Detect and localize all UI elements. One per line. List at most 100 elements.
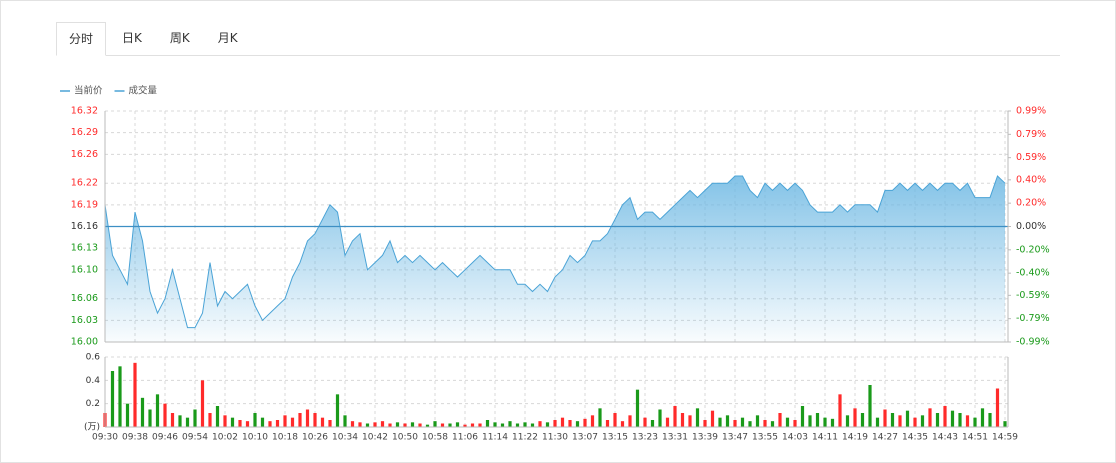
volume-bar [260, 417, 265, 427]
volume-bar [590, 415, 595, 427]
volume-bar [725, 415, 730, 427]
y2-tick-label: 0.99% [1016, 106, 1046, 117]
volume-bar [605, 420, 610, 427]
volume-bar [808, 415, 812, 427]
volume-bar [575, 421, 580, 427]
volume-bar [860, 413, 865, 427]
y-tick-label: 0.4 [86, 376, 101, 386]
volume-bar [433, 421, 437, 427]
x-tick-label: 14:51 [962, 433, 988, 443]
volume-bar [928, 408, 932, 427]
price-line [104, 175, 1006, 329]
volume-bar [868, 385, 872, 427]
volume-bar [223, 415, 227, 427]
volume-bar [245, 421, 250, 427]
volume-bar [470, 423, 475, 427]
tab-bar: 分时 日K 周K 月K [56, 22, 1060, 56]
volume-bar [785, 417, 790, 427]
volume-bar [545, 422, 550, 427]
volume-bar [1003, 421, 1007, 427]
volume-bar [530, 423, 535, 427]
x-tick-label: 13:07 [572, 433, 598, 443]
y-tick-label: 16.29 [71, 127, 98, 138]
volume-bar [380, 421, 385, 427]
volume-bar [388, 423, 392, 427]
tab[interactable]: 分时 [56, 22, 107, 56]
tab[interactable]: 月K [217, 31, 238, 45]
x-tick-label: 09:46 [152, 433, 178, 443]
y-tick-label: 16.00 [71, 337, 98, 348]
volume-bar [703, 420, 707, 427]
x-tick-label: 11:14 [482, 433, 508, 443]
volume-bar [403, 423, 407, 427]
volume-bar [958, 413, 962, 427]
y2-tick-label: 0.00% [1016, 221, 1046, 232]
y-tick-label: (万) [84, 423, 100, 433]
volume-bar [118, 366, 122, 427]
volume-bar [838, 394, 842, 427]
volume-bar [950, 410, 955, 427]
volume-bar [853, 408, 857, 427]
volume-bar [455, 422, 460, 427]
volume-bar [980, 408, 985, 427]
x-tick-label: 10:18 [272, 433, 298, 443]
y-tick-label: 16.13 [71, 243, 98, 254]
volume-bar [658, 409, 662, 427]
volume-bar [800, 406, 805, 427]
volume-bar [395, 422, 400, 427]
y-tick-label: 16.32 [71, 106, 98, 117]
x-tick-label: 11:22 [512, 433, 538, 443]
volume-bar [620, 421, 625, 427]
tab[interactable]: 日K [122, 31, 142, 45]
volume-bar [305, 409, 310, 427]
volume-bar [343, 415, 347, 427]
y-tick-label: 16.22 [71, 178, 98, 189]
volume-bar [695, 408, 700, 427]
y-tick-label: 0.2 [86, 399, 100, 409]
volume-bar [665, 417, 670, 427]
volume-bar [830, 418, 835, 427]
x-tick-label: 14:27 [872, 433, 898, 443]
volume-bar [733, 420, 737, 427]
volume-bar [335, 394, 340, 427]
volume-bar [328, 420, 332, 427]
x-tick-label: 11:30 [542, 433, 568, 443]
volume-bar [425, 424, 430, 427]
volume-bar [515, 423, 520, 427]
volume-bar [943, 406, 947, 427]
x-tick-label: 10:02 [212, 433, 238, 443]
x-tick-label: 14:19 [842, 433, 868, 443]
volume-bar [755, 415, 760, 427]
volume-bar [635, 389, 640, 427]
y-tick-label: 0.6 [86, 353, 101, 363]
volume-bar [178, 415, 182, 427]
y-tick-label: 16.16 [71, 221, 98, 232]
y2-tick-label: 0.79% [1016, 129, 1046, 140]
volume-bar [718, 417, 722, 427]
x-tick-label: 11:06 [452, 433, 478, 443]
volume-bar [673, 406, 677, 427]
x-tick-label: 10:58 [422, 433, 448, 443]
volume-bar [523, 422, 527, 427]
volume-bar [650, 420, 655, 427]
y2-tick-label: -0.59% [1016, 290, 1050, 301]
y-tick-label: 16.26 [71, 149, 98, 160]
volume-bar [448, 423, 452, 427]
y2-tick-label: -0.20% [1016, 244, 1050, 255]
volume-bar [290, 417, 295, 427]
volume-bar [163, 403, 167, 427]
x-tick-label: 13:39 [692, 433, 718, 443]
tab[interactable]: 周K [169, 31, 190, 45]
x-tick-label: 14:03 [782, 433, 808, 443]
y-tick-label: 16.19 [71, 199, 98, 210]
volume-bar [200, 380, 205, 427]
volume-bar [778, 413, 782, 427]
volume-bar [140, 397, 145, 427]
x-tick-label: 10:34 [332, 433, 358, 443]
volume-bar [185, 417, 190, 427]
volume-bar [553, 420, 557, 427]
volume-bar [313, 413, 317, 427]
y2-tick-label: -0.79% [1016, 313, 1050, 324]
volume-bar [763, 420, 767, 427]
x-tick-label: 14:35 [902, 433, 928, 443]
